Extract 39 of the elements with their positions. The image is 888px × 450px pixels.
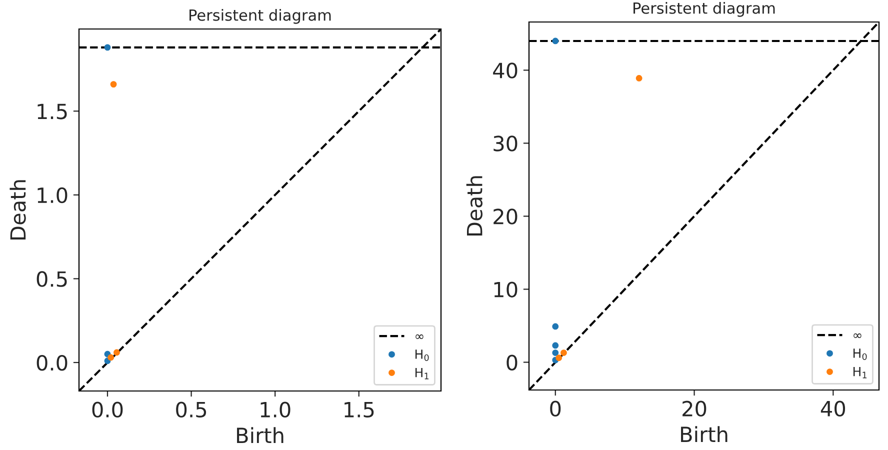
legend-label: H$_{1}$ <box>853 367 867 378</box>
x-tick-label: 1.0 <box>260 402 290 418</box>
x-tick-label: 0.5 <box>176 402 206 418</box>
legend-label: ∞ <box>854 333 862 338</box>
y-tick-label: 0.0 <box>36 354 68 371</box>
y-axis-title: Death <box>466 176 482 236</box>
x-axis-title: Birth <box>237 427 284 443</box>
point <box>108 354 114 361</box>
point <box>552 350 559 356</box>
y-tick-label: 0.5 <box>36 271 67 287</box>
chart-title: Persistent diagram <box>634 2 775 17</box>
y-tick-label: 40 <box>493 62 518 78</box>
y-tick-label: 30 <box>494 136 518 152</box>
x-tick-label: 1.5 <box>344 402 374 418</box>
y-axis-title: Death <box>10 180 26 240</box>
x-tick-label: 0.0 <box>92 402 123 418</box>
x-tick-label: 0 <box>550 400 561 417</box>
y-tick-label: 20 <box>494 208 518 224</box>
legend-label: H$_{1}$ <box>415 368 429 380</box>
x-tick-label: 40 <box>820 400 846 417</box>
y-tick-label: 1.0 <box>38 187 68 204</box>
point <box>110 81 117 88</box>
y-tick-label: 10 <box>494 282 518 298</box>
point <box>114 349 120 356</box>
point <box>556 354 562 362</box>
chart-title: Persistent diagram <box>190 9 331 24</box>
y-tick-label: 0 <box>506 354 518 370</box>
point <box>104 44 111 51</box>
point <box>552 342 559 349</box>
point <box>552 323 559 330</box>
legend-label: ∞ <box>416 334 424 340</box>
x-tick-label: 20 <box>682 400 706 417</box>
legend-label: H$_{0}$ <box>415 350 429 361</box>
y-tick-label: 1.5 <box>38 104 67 120</box>
legend-label: H$_{0}$ <box>853 348 867 360</box>
x-axis-title: Birth <box>681 426 728 442</box>
point <box>552 38 559 44</box>
point <box>560 350 567 356</box>
point <box>636 75 642 82</box>
